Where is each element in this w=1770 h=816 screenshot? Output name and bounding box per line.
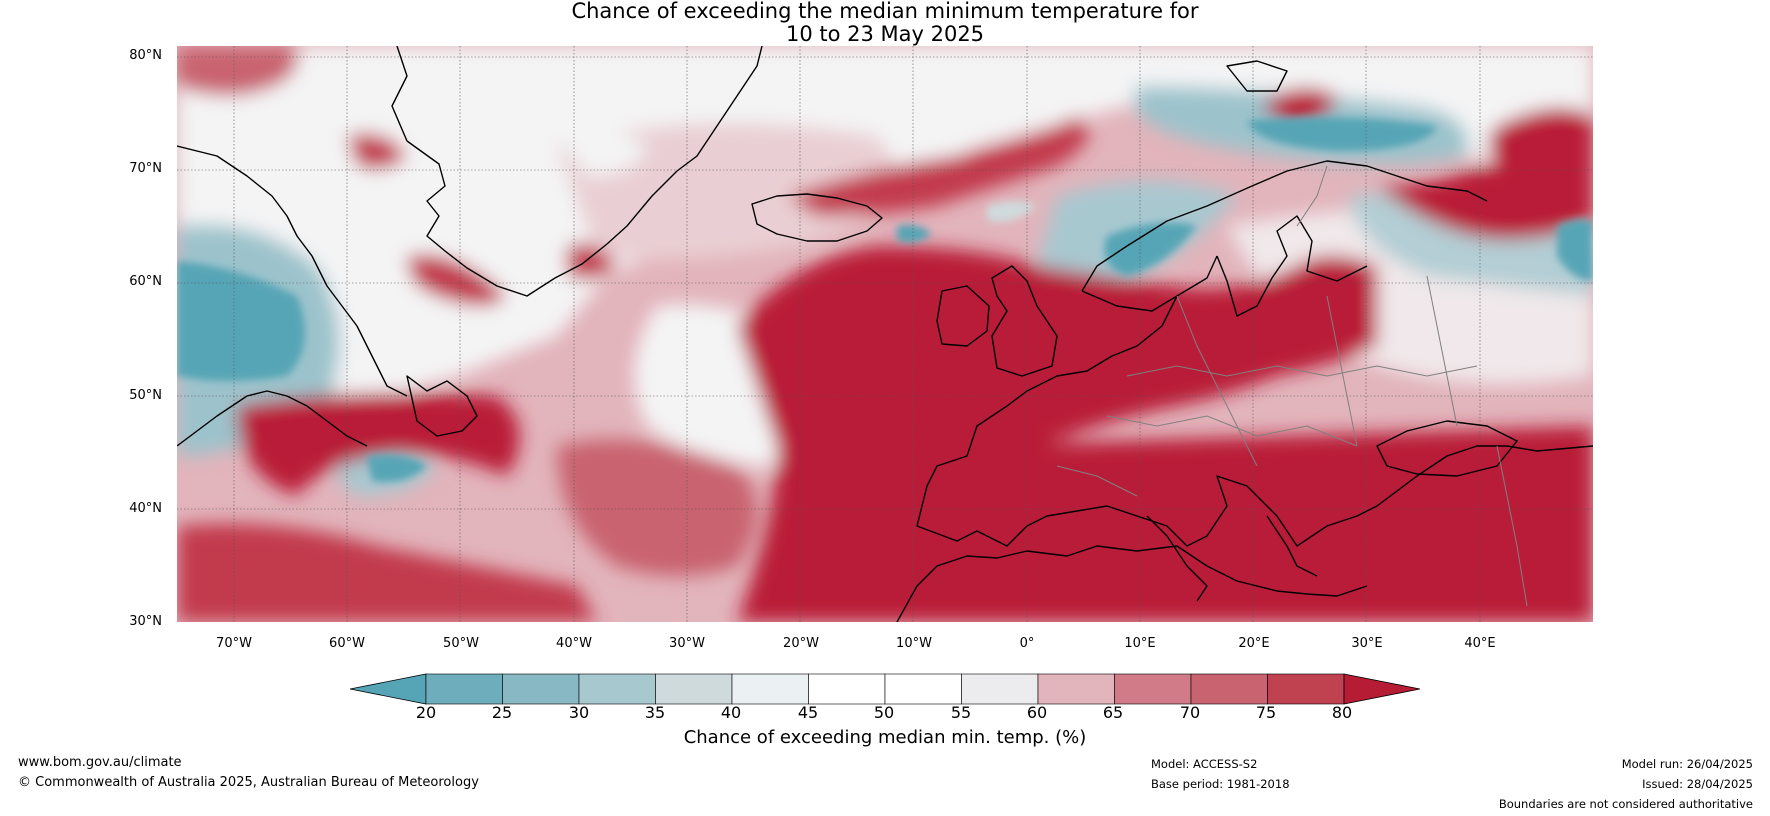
lon-label-0: 0° <box>1019 636 1035 651</box>
colorbar-tick-75: 75 <box>1255 703 1277 722</box>
lon-label-50w: 50°W <box>443 636 479 651</box>
colorbar-tick-25: 25 <box>491 703 513 722</box>
colorbar-segment <box>1267 673 1345 705</box>
lon-label-10w: 10°W <box>896 636 932 651</box>
colorbar-segment <box>731 673 809 705</box>
lon-label-20e: 20°E <box>1238 636 1270 651</box>
colorbar-segment <box>1114 673 1192 705</box>
colorbar-tick-35: 35 <box>644 703 666 722</box>
base-period: Base period: 1981-2018 <box>1151 777 1290 791</box>
lon-label-40e: 40°E <box>1464 636 1496 651</box>
lon-label-70w: 70°W <box>216 636 252 651</box>
colorbar-segment <box>655 673 733 705</box>
model-run-date: Model run: 26/04/2025 <box>1621 757 1753 771</box>
colorbar-extend-low <box>350 673 427 705</box>
colorbar-segment <box>578 673 656 705</box>
colorbar-tick-55: 55 <box>950 703 972 722</box>
colorbar-tick-80: 80 <box>1331 703 1353 722</box>
model-name: Model: ACCESS-S2 <box>1151 757 1258 771</box>
issued-date: Issued: 28/04/2025 <box>1642 777 1753 791</box>
colorbar-segment <box>808 673 886 705</box>
colorbar-segment <box>884 673 962 705</box>
country-borders <box>1056 165 1528 607</box>
lon-label-30w: 30°W <box>669 636 705 651</box>
boundaries-disclaimer: Boundaries are not considered authoritat… <box>1498 797 1753 811</box>
website-link[interactable]: www.bom.gov.au/climate <box>18 755 182 770</box>
lon-label-10e: 10°E <box>1124 636 1156 651</box>
colorbar-tick-50: 50 <box>873 703 895 722</box>
graticule <box>177 46 1593 622</box>
lat-label-50n: 50°N <box>129 388 162 403</box>
colorbar-tick-30: 30 <box>568 703 590 722</box>
lat-label-40n: 40°N <box>129 501 162 516</box>
map-canvas <box>177 46 1593 622</box>
lon-label-40w: 40°W <box>556 636 592 651</box>
colorbar-tick-40: 40 <box>720 703 742 722</box>
colorbar-segment <box>961 673 1039 705</box>
lat-label-70n: 70°N <box>129 161 162 176</box>
probability-detail <box>177 117 1593 482</box>
lat-label-30n: 30°N <box>129 614 162 629</box>
coastlines <box>177 46 1593 622</box>
colorbar <box>350 673 1420 705</box>
colorbar-segment <box>502 673 580 705</box>
probability-field <box>177 46 1593 622</box>
colorbar-tick-65: 65 <box>1102 703 1124 722</box>
colorbar-extend-high <box>1343 673 1420 705</box>
colorbar-label: Chance of exceeding median min. temp. (%… <box>683 727 1087 748</box>
lat-label-80n: 80°N <box>129 48 162 63</box>
lat-label-60n: 60°N <box>129 274 162 289</box>
lon-label-30e: 30°E <box>1351 636 1383 651</box>
colorbar-tick-45: 45 <box>797 703 819 722</box>
colorbar-tick-20: 20 <box>415 703 437 722</box>
colorbar-segment <box>1190 673 1268 705</box>
lon-label-60w: 60°W <box>329 636 365 651</box>
map-title-line1: Chance of exceeding the median minimum t… <box>571 0 1199 23</box>
colorbar-tick-60: 60 <box>1026 703 1048 722</box>
map-title-line2: 10 to 23 May 2025 <box>785 22 985 46</box>
copyright-text: © Commonwealth of Australia 2025, Austra… <box>18 775 479 790</box>
colorbar-segment <box>425 673 503 705</box>
map-title: Chance of exceeding the median minimum t… <box>0 0 1770 46</box>
lon-label-20w: 20°W <box>783 636 819 651</box>
probability-map <box>177 46 1593 622</box>
colorbar-segment <box>1037 673 1115 705</box>
colorbar-tick-70: 70 <box>1179 703 1201 722</box>
